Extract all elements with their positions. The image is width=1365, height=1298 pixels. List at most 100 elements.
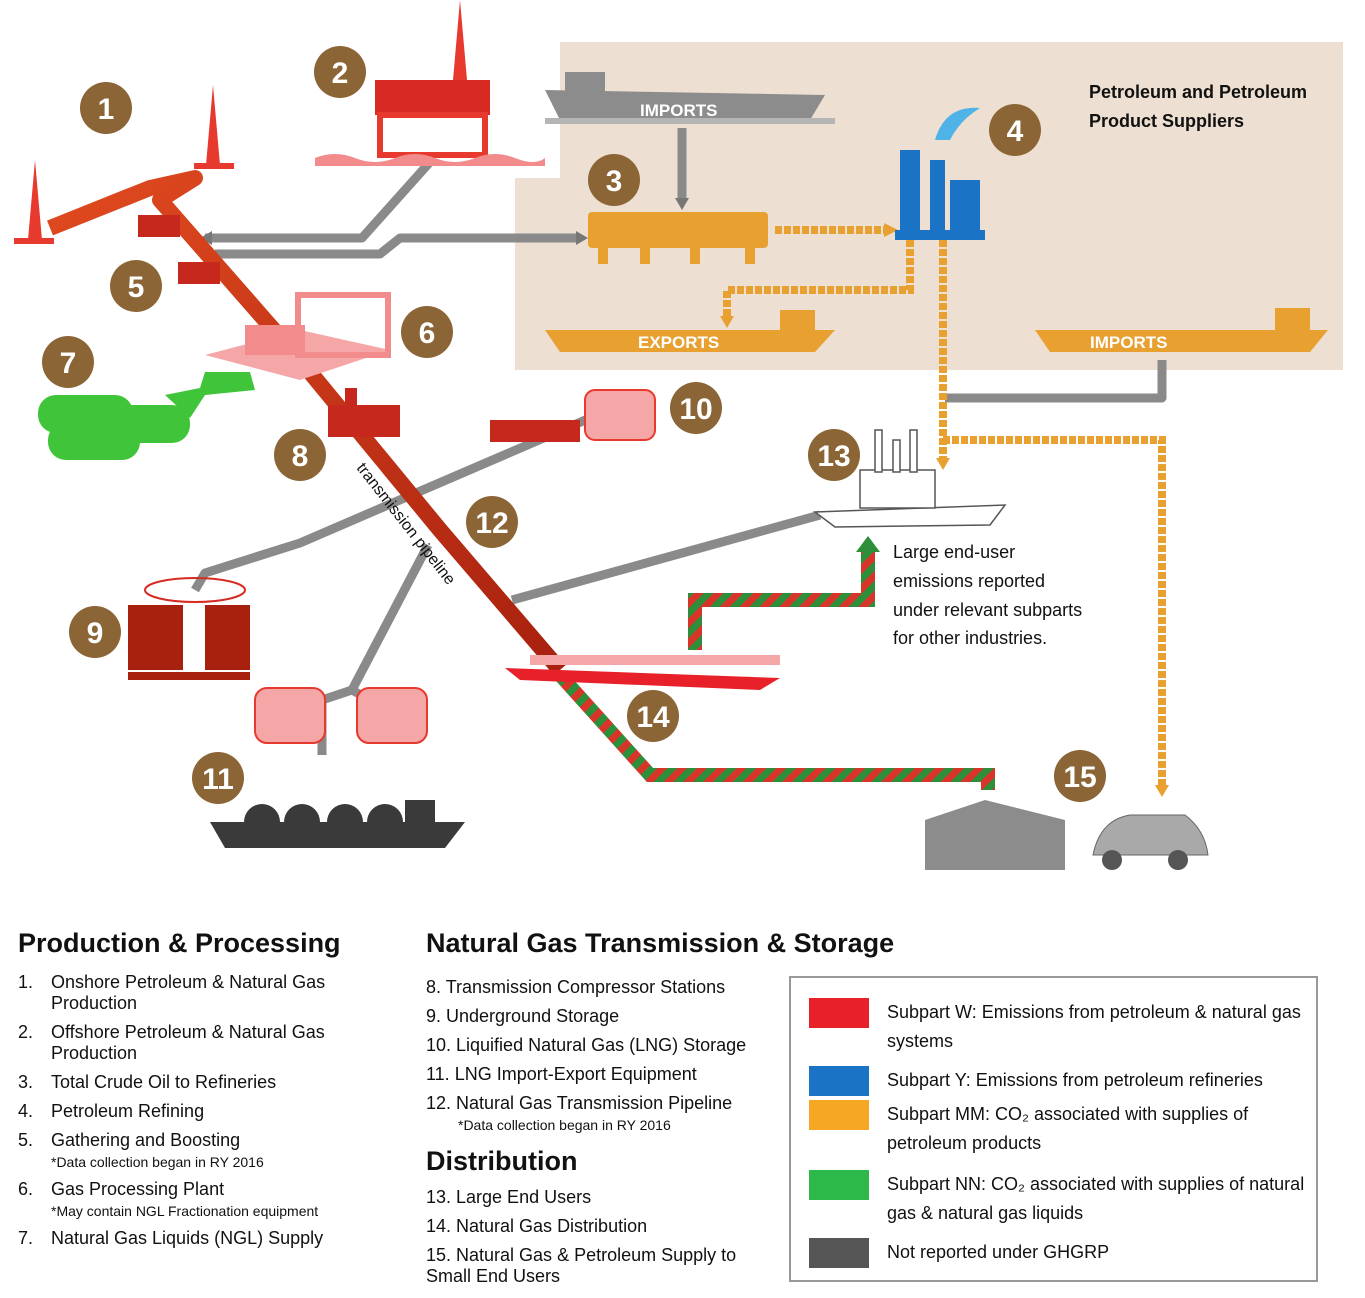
marker-7: 7 — [42, 336, 94, 388]
distribution-pipeline — [554, 670, 995, 790]
legend-swatch — [809, 1100, 869, 1130]
marker-9: 9 — [69, 606, 121, 658]
derrick-icon — [14, 85, 234, 244]
transmission-heading: Natural Gas Transmission & Storage — [426, 928, 895, 958]
item-label: Onshore Petroleum & Natural Gas Producti… — [51, 972, 326, 1013]
ngl-flow-arrow — [165, 372, 255, 418]
svg-text:3: 3 — [606, 165, 623, 198]
underground-storage-icon — [128, 577, 250, 680]
item-label: 9. Underground Storage — [426, 1006, 620, 1026]
distribution-heading: Distribution — [426, 1146, 578, 1176]
distribution-list: 13. Large End Users 14. Natural Gas Distr… — [426, 1187, 756, 1295]
item-label: 11. LNG Import-Export Equipment — [426, 1064, 697, 1084]
item-label: 14. Natural Gas Distribution — [426, 1216, 648, 1236]
transmission-item: 11. LNG Import-Export Equipment — [426, 1064, 786, 1085]
item-label: Petroleum Refining — [51, 1101, 205, 1121]
item-label: 10. Liquified Natural Gas (LNG) Storage — [426, 1035, 747, 1055]
imports-tanker-icon: IMPORTS — [545, 72, 835, 124]
svg-text:2: 2 — [332, 57, 349, 90]
item-label: Offshore Petroleum & Natural Gas Product… — [51, 1022, 325, 1063]
emissions-flow-diagram: Petroleum and Petroleum Product Supplier… — [14, 0, 1343, 870]
svg-text:Large end-user: Large end-user — [893, 542, 1015, 562]
transmission-item: 10. Liquified Natural Gas (LNG) Storage — [426, 1035, 786, 1056]
legend-swatch — [809, 1238, 869, 1268]
production-item: 7. Natural Gas Liquids (NGL) Supply — [18, 1228, 378, 1249]
marker-12: 12 — [466, 496, 518, 548]
transmission-item: 12. Natural Gas Transmission Pipeline *Da… — [426, 1093, 786, 1134]
ship-imports-right: IMPORTS — [1090, 333, 1167, 352]
svg-text:13: 13 — [817, 440, 850, 473]
legend-label: Subpart W: Emissions from petroleum & na… — [887, 1002, 1301, 1051]
transmission-item: 9. Underground Storage — [426, 1006, 786, 1027]
marker-10: 10 — [670, 382, 722, 434]
production-item: 1. Onshore Petroleum & Natural Gas Produc… — [18, 972, 378, 1014]
item-label: 13. Large End Users — [426, 1187, 592, 1207]
distribution-item: 13. Large End Users — [426, 1187, 756, 1208]
ship-imports-top: IMPORTS — [640, 101, 717, 120]
legend-swatch — [809, 1170, 869, 1200]
item-label: Total Crude Oil to Refineries — [51, 1072, 277, 1092]
end-user-note: Large end-user emissions reported under … — [893, 542, 1082, 648]
distribution-station-icon — [505, 655, 780, 690]
legend-label: Subpart MM: CO₂ associated with supplies… — [887, 1104, 1249, 1153]
item-label: 8. Transmission Compressor Stations — [426, 977, 726, 997]
transmission-item: 8. Transmission Compressor Stations — [426, 977, 786, 998]
legend-swatch — [809, 998, 869, 1028]
svg-text:10: 10 — [679, 393, 712, 426]
marker-11: 11 — [192, 752, 244, 804]
refinery-icon — [895, 107, 985, 240]
item-note: *Data collection began in RY 2016 — [51, 1154, 264, 1170]
legend-label: Not reported under GHGRP — [887, 1242, 1110, 1262]
marker-13: 13 — [808, 429, 860, 481]
marker-8: 8 — [274, 429, 326, 481]
marker-1: 1 — [80, 82, 132, 134]
item-number: 4. — [18, 1101, 34, 1121]
legend-label: Subpart NN: CO₂ associated with supplies… — [887, 1174, 1305, 1223]
svg-text:9: 9 — [87, 617, 104, 650]
svg-text:14: 14 — [636, 701, 670, 734]
item-label: Natural Gas Liquids (NGL) Supply — [51, 1228, 324, 1248]
offshore-platform-icon — [315, 0, 545, 166]
transmission-compressor-icon — [328, 388, 400, 437]
svg-text:12: 12 — [475, 507, 508, 540]
production-heading: Production & Processing — [18, 928, 341, 958]
svg-text:6: 6 — [419, 317, 436, 350]
end-user-pipeline — [688, 548, 875, 650]
transmission-pipeline — [47, 170, 567, 676]
large-end-user-icon — [812, 429, 1007, 528]
item-label: Gas Processing Plant — [51, 1179, 225, 1199]
region-title-line2: Product Suppliers — [1089, 111, 1244, 131]
item-number: 1. — [18, 972, 34, 992]
svg-text:5: 5 — [128, 271, 145, 304]
compressor-icon — [138, 215, 220, 284]
svg-text:7: 7 — [60, 347, 77, 380]
legend-label: Subpart Y: Emissions from petroleum refi… — [887, 1070, 1263, 1090]
item-number: 7. — [18, 1228, 34, 1248]
marker-15: 15 — [1054, 750, 1106, 802]
svg-text:under relevant subparts: under relevant subparts — [893, 600, 1082, 620]
lng-storage-icon — [490, 389, 656, 442]
crude-oil-station-icon — [588, 212, 768, 264]
lng-terminal-icon — [210, 687, 465, 848]
svg-text:1: 1 — [98, 93, 115, 126]
svg-text:11: 11 — [202, 763, 234, 796]
marker-6: 6 — [401, 306, 453, 358]
legend: Subpart W: Emissions from petroleum & na… — [789, 976, 1318, 1282]
production-item: 5. Gathering and Boosting *Data collection… — [18, 1130, 378, 1171]
item-number: 6. — [18, 1179, 34, 1199]
svg-text:4: 4 — [1007, 115, 1024, 148]
legend-swatch — [809, 1066, 869, 1096]
house-icon — [925, 800, 1065, 870]
svg-text:emissions reported: emissions reported — [893, 571, 1045, 591]
svg-text:8: 8 — [292, 440, 309, 473]
item-label: 12. Natural Gas Transmission Pipeline — [426, 1093, 733, 1113]
exports-tanker-icon: EXPORTS — [545, 310, 835, 352]
marker-14: 14 — [627, 690, 679, 742]
production-list: 1. Onshore Petroleum & Natural Gas Produc… — [18, 972, 378, 1257]
car-icon — [1092, 814, 1209, 870]
marker-2: 2 — [314, 46, 366, 98]
marker-5: 5 — [110, 260, 162, 312]
item-number: 5. — [18, 1130, 34, 1150]
distribution-item: 15. Natural Gas & Petroleum Supply to Sm… — [426, 1245, 756, 1287]
